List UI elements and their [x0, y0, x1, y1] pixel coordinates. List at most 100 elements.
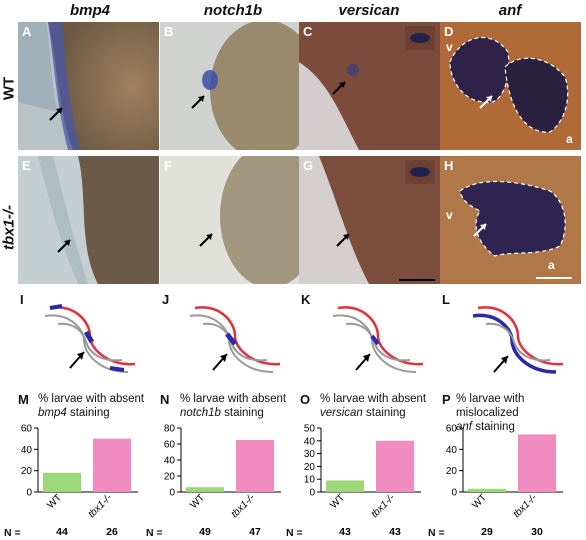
panel-label-i: I	[20, 292, 24, 307]
panel-label-j: J	[162, 292, 170, 307]
y-tick-label: 20	[21, 466, 33, 477]
x-tick-label: tbx1-/-	[229, 492, 257, 520]
bar-chart-n: 0 20 40 60 80 WT 49 tbx1-/- 47	[164, 424, 281, 538]
panel-label-e: E	[22, 158, 31, 173]
n-value: 49	[199, 526, 211, 538]
bar-chart-p: 0 20 40 60 WT 29 tbx1-/- 30	[446, 424, 563, 538]
x-tick-label: WT	[328, 492, 347, 511]
y-tick-label: 10	[304, 475, 316, 486]
panel-label-d: D	[444, 24, 454, 39]
chamber-label-a-top: a	[566, 132, 573, 146]
panel-label-c: C	[303, 24, 313, 39]
y-tick-label: 20	[446, 466, 458, 477]
chart-title-p-prefix: % larvae with mislocalized	[456, 393, 525, 419]
x-tick-label: tbx1-/-	[369, 492, 397, 520]
photo-panel-f: F	[160, 156, 301, 284]
panel-label-l: L	[442, 292, 450, 307]
n-value: 44	[56, 526, 68, 538]
y-tick-label: 60	[164, 440, 176, 451]
bar-tbx1	[93, 438, 131, 492]
y-tick-label: 60	[446, 424, 458, 435]
photo-panel-c: C	[299, 22, 440, 150]
y-tick-label: 20	[304, 462, 316, 473]
photo-panel-b: B	[160, 22, 301, 150]
chart-title-p-gene: anf	[456, 421, 472, 433]
y-tick-label: 40	[446, 445, 458, 456]
n-label-o: N =	[286, 527, 303, 539]
bar-wt	[468, 488, 506, 492]
panel-label-n: N	[160, 392, 170, 407]
panel-label-f: F	[164, 158, 172, 173]
bar-wt	[186, 487, 224, 492]
chart-title-n-prefix: % larvae with absent	[180, 393, 287, 405]
chart-title-o: % larvae with absent versican staining	[320, 392, 465, 420]
y-tick-label: 40	[304, 436, 316, 447]
n-value: 43	[389, 526, 401, 538]
panel-label-p: P	[442, 392, 451, 407]
chamber-label-v-top: v	[446, 40, 453, 54]
heart-schematic-k	[332, 306, 424, 373]
n-value: 47	[249, 526, 261, 538]
chart-title-m-gene: bmp4	[38, 407, 67, 419]
heart-schematic-i	[44, 304, 136, 373]
bar-wt	[326, 480, 364, 492]
y-tick-label: 40	[21, 445, 33, 456]
row-label-tbx1: tbx1-/-	[0, 205, 18, 250]
chart-title-n-gene: notch1b	[180, 407, 221, 419]
y-tick-label: 60	[21, 424, 33, 435]
n-value: 26	[106, 526, 118, 538]
panel-label-m: M	[18, 392, 29, 407]
n-value: 30	[531, 526, 543, 538]
x-tick-label: WT	[45, 492, 64, 511]
panel-label-a: A	[22, 24, 32, 39]
bar-tbx1	[376, 440, 414, 492]
y-tick-label: 50	[304, 424, 316, 435]
chart-title-o-gene: versican	[320, 407, 363, 419]
y-tick-label: 40	[164, 456, 176, 467]
bar-tbx1	[236, 440, 274, 492]
chart-title-o-prefix: % larvae with absent	[320, 393, 427, 405]
panel-label-o: O	[300, 392, 311, 407]
y-tick-label: 20	[164, 472, 176, 483]
photo-panel-e: E	[18, 156, 159, 284]
chart-title-n-suffix: staining	[224, 407, 264, 419]
column-header-versican: versican	[338, 2, 400, 19]
chamber-label-a-bottom: a	[548, 258, 555, 272]
panel-label-g: G	[303, 158, 314, 173]
panel-label-b: B	[164, 24, 174, 39]
column-header-bmp4: bmp4	[69, 2, 110, 19]
chart-title-p-suffix: staining	[475, 421, 515, 433]
chart-title-n: % larvae with absent notch1b staining	[180, 392, 325, 420]
chart-title-m-suffix: staining	[69, 407, 110, 419]
n-label-n: N =	[146, 527, 163, 539]
photo-panel-d: D v a	[440, 22, 581, 150]
chart-title-o-suffix: staining	[366, 407, 406, 419]
x-tick-label: tbx1-/-	[511, 492, 539, 520]
x-tick-label: WT	[470, 492, 489, 511]
n-value: 29	[481, 526, 493, 538]
row-label-wt: WT	[0, 76, 18, 101]
photo-panel-g: G	[299, 156, 440, 284]
bar-chart-m: 0 20 40 60 WT 44 tbx1-/- 26	[21, 424, 138, 538]
photo-panel-h: H v a	[440, 156, 581, 284]
y-tick-label: 0	[309, 488, 315, 499]
photo-panel-a: A	[18, 22, 159, 150]
y-tick-label: 30	[304, 449, 316, 460]
column-header-anf: anf	[498, 2, 522, 19]
y-tick-label: 0	[169, 488, 175, 499]
panel-label-h: H	[444, 158, 454, 173]
n-value: 43	[339, 526, 351, 538]
panel-label-k: K	[301, 292, 311, 307]
chamber-label-v-bottom: v	[446, 208, 453, 222]
heart-schematic-l	[472, 306, 564, 374]
column-header-notch1b: notch1b	[203, 2, 263, 19]
bar-tbx1	[518, 434, 556, 492]
x-tick-label: WT	[188, 492, 207, 511]
y-tick-label: 80	[164, 424, 176, 435]
n-label-m: N =	[4, 527, 21, 539]
y-tick-label: 0	[26, 488, 32, 499]
chart-title-m-prefix: % larvae with absent	[38, 393, 145, 405]
chart-title-p: % larvae with mislocalized anf staining	[456, 392, 586, 434]
bar-wt	[43, 472, 81, 492]
